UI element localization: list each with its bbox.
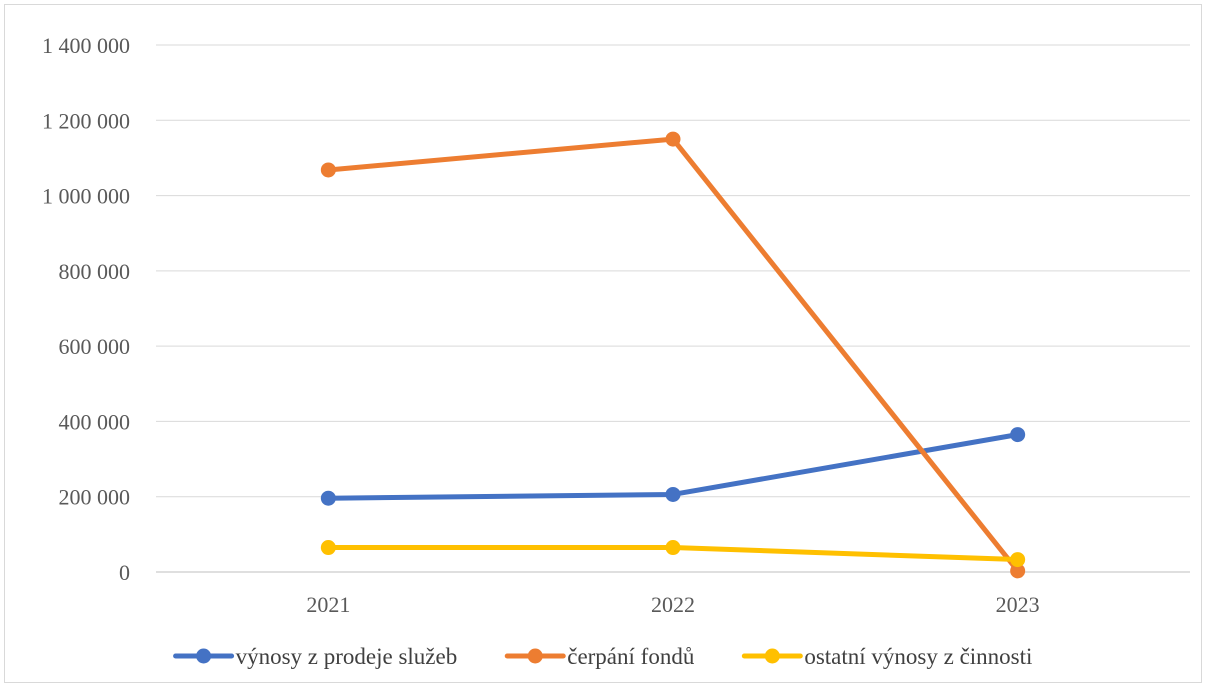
- legend-label: ostatní výnosy z činnosti: [804, 644, 1032, 669]
- chart-frame: 0 200 000 400 000 600 000 800 000 1 000 000 1 …: [4, 4, 1202, 683]
- data-point: [320, 162, 336, 178]
- series-2: [320, 131, 1026, 579]
- series-3: [320, 540, 1026, 568]
- legend-marker: [764, 648, 780, 664]
- legend: výnosy z prodeje služeb čerpání fondů osta…: [173, 644, 1032, 669]
- data-point: [665, 486, 681, 502]
- data-point: [320, 490, 336, 506]
- x-tick-label: 2023: [996, 592, 1040, 617]
- y-tick-label: 1 200 000: [42, 108, 130, 133]
- y-tick-label: 600 000: [59, 334, 131, 359]
- y-tick-label: 400 000: [59, 409, 131, 434]
- legend-label: čerpání fondů: [567, 644, 695, 669]
- series-1: [320, 427, 1026, 506]
- legend-marker: [527, 648, 543, 664]
- y-tick-label: 1 000 000: [42, 184, 130, 209]
- y-axis-tick-labels: 0 200 000 400 000 600 000 800 000 1 000 000 1 …: [42, 33, 130, 585]
- data-point: [1010, 427, 1026, 443]
- y-tick-label: 0: [119, 560, 130, 585]
- series-lines: [320, 131, 1026, 579]
- legend-item-2: čerpání fondů: [504, 644, 695, 669]
- data-point: [665, 540, 681, 556]
- legend-item-1: výnosy z prodeje služeb: [173, 644, 458, 669]
- data-point: [1010, 552, 1026, 568]
- y-tick-label: 200 000: [59, 485, 131, 510]
- legend-marker: [196, 648, 212, 664]
- x-tick-label: 2022: [651, 592, 695, 617]
- line-chart: 0 200 000 400 000 600 000 800 000 1 000 000 1 …: [42, 33, 1190, 669]
- data-point: [665, 131, 681, 147]
- series-line: [325, 136, 1021, 574]
- y-tick-label: 1 400 000: [42, 33, 130, 58]
- data-point: [1010, 563, 1026, 579]
- data-point: [320, 540, 336, 556]
- legend-item-3: ostatní výnosy z činnosti: [741, 644, 1032, 669]
- x-tick-label: 2021: [306, 592, 350, 617]
- legend-label: výnosy z prodeje služeb: [236, 644, 458, 669]
- y-tick-label: 800 000: [59, 259, 131, 284]
- x-axis-tick-labels: 2021 2022 2023: [306, 592, 1039, 617]
